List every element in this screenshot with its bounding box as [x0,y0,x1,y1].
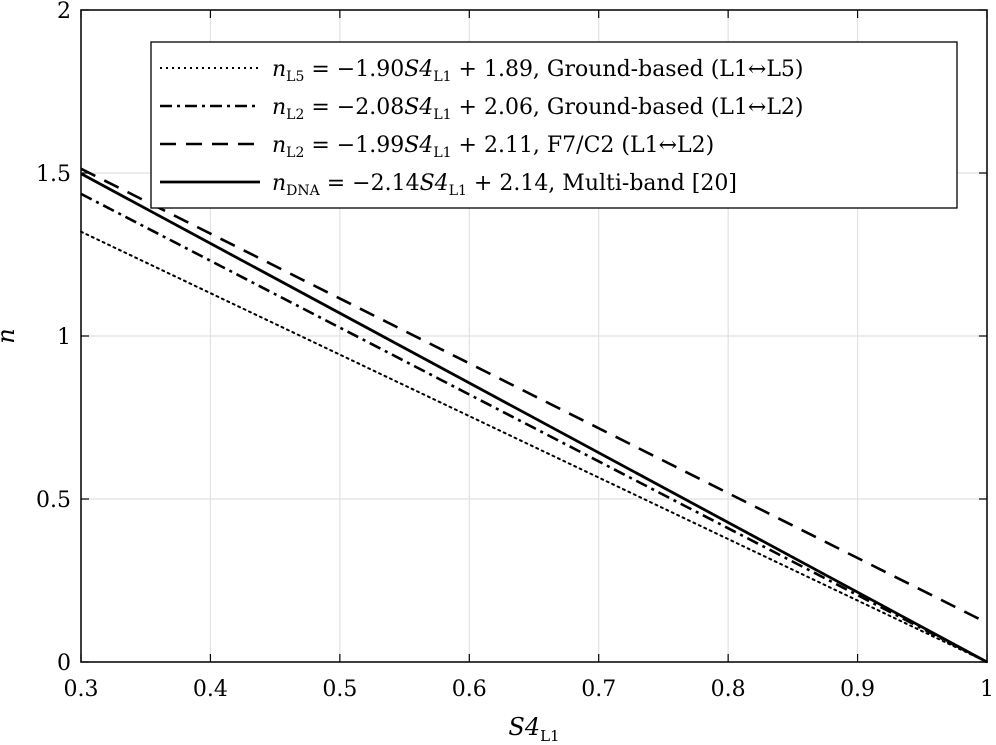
x-tick-label: 0.5 [322,677,357,702]
axis-ticks: 0.3 0.4 0.5 0.6 0.7 0.8 0.9 1 0 0.5 1 1.5 2 [36,0,994,702]
x-tick-label: 0.8 [711,677,746,702]
series-lines [80,167,988,664]
legend-box [150,41,958,209]
x-tick-label: 0.3 [64,677,99,702]
legend: nL5 = −1.90S4L1 + 1.89, Ground-based (L1… [150,41,958,209]
x-axis-label: S4L1 [508,713,559,745]
legend-entry: nL2 = −2.08S4L1 + 2.06, Ground-based (L1… [272,95,804,123]
y-tick-label: 0.5 [36,488,71,513]
y-axis-label: n [0,328,20,343]
legend-entry: nL2 = −1.99S4L1 + 2.11, F7/C2 (L1↔L2) [272,133,714,161]
series-line-dotted [80,230,988,663]
legend-entry: nDNA = −2.14S4L1 + 2.14, Multi-band [20] [272,171,737,199]
x-tick-label: 1 [980,677,994,702]
legend-entry: nL5 = −1.90S4L1 + 1.89, Ground-based (L1… [272,57,804,85]
y-tick-label: 1.5 [36,162,71,187]
x-tick-label: 0.7 [581,677,616,702]
series-line-solid [80,172,988,664]
y-tick-label: 1 [57,325,71,350]
x-tick-label: 0.4 [193,677,228,702]
x-tick-label: 0.6 [452,677,487,702]
y-tick-label: 2 [57,0,71,24]
x-tick-label: 0.9 [840,677,875,702]
y-tick-label: 0 [57,651,71,676]
series-line-dashdot [80,192,988,664]
series-line-dashed [80,167,988,625]
